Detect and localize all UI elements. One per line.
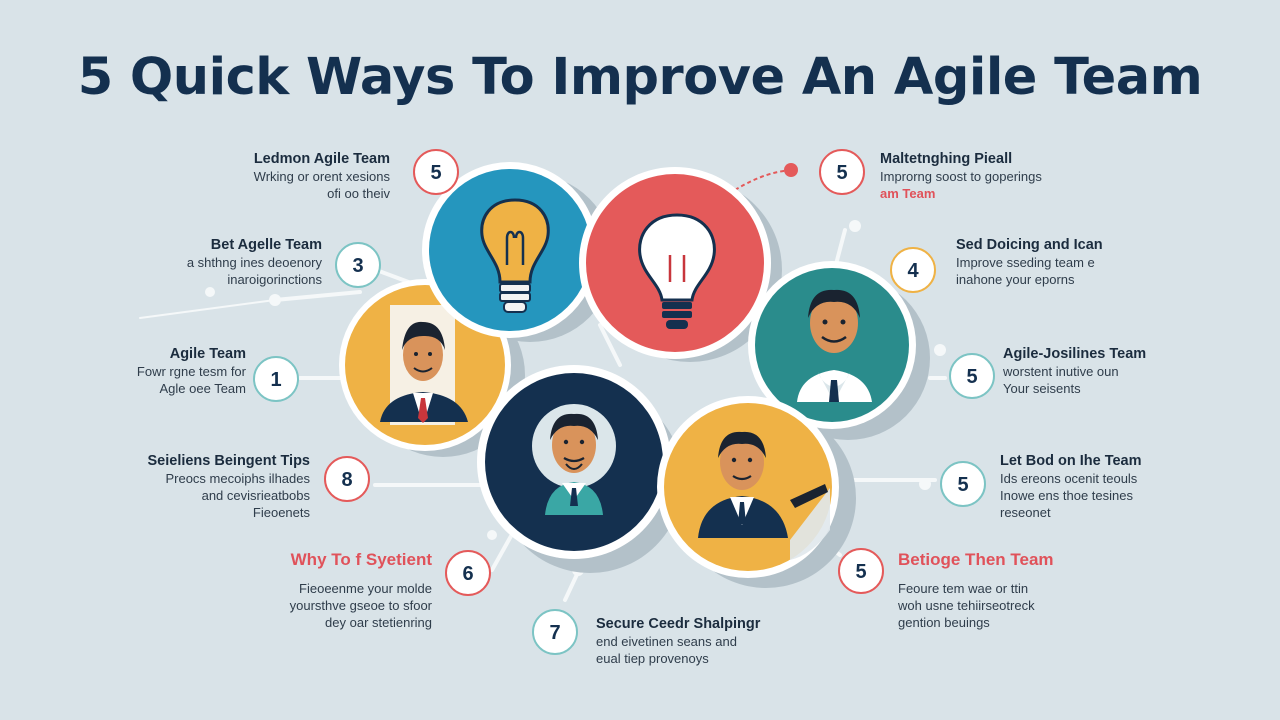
connector-line (273, 290, 362, 302)
block-line: Improrng soost to goperings (880, 169, 1042, 184)
badge: 5 (838, 548, 884, 594)
block-heading: Why To f Syetient (290, 550, 432, 569)
badge-number: 5 (836, 162, 847, 184)
block-heading: Maltetnghing Pieall (880, 151, 1013, 167)
dashed-connector (734, 163, 798, 191)
badge-number: 5 (430, 162, 441, 184)
block-line: Fieoeenme your molde (299, 581, 432, 596)
circle-red-bulb (579, 167, 771, 359)
block-line: Feoure tem wae or ttin (898, 581, 1029, 596)
text-block-left-3: Agile Team Fowr rgne tesm for Agle oee T… (100, 345, 246, 397)
badge-number: 3 (352, 255, 363, 277)
badge-number: 6 (462, 563, 473, 585)
lightbulb-icon (480, 198, 550, 313)
text-block-right-5: Betioge Then Team Feoure tem wae or ttin… (898, 550, 1118, 631)
badge: 3 (335, 242, 381, 288)
block-heading: Seieliens Beingent Tips (147, 453, 310, 469)
badge: 5 (413, 149, 459, 195)
block-line: Preocs mecoiphs ilhades (165, 471, 310, 486)
block-accent-line: am Team (880, 186, 936, 201)
connector-dot (934, 344, 946, 356)
block-line: worstent inutive oun (1003, 364, 1119, 379)
text-block-top-right: Maltetnghing Pieall Improrng soost to go… (880, 150, 1120, 202)
block-line: Agle oee Team (159, 381, 247, 396)
man-icon (797, 289, 872, 402)
text-block-bottom: Secure Ceedr Shalpingr end eivetinen sea… (596, 615, 796, 667)
text-block-right-4: Let Bod on Ihe Team Ids ereons ocenit te… (1000, 452, 1200, 521)
man-icon (698, 431, 788, 538)
text-block-left-5: Why To f Syetient Fieoeenme your molde y… (200, 550, 432, 631)
block-heading: Agile Team (169, 346, 246, 362)
badge-number: 8 (341, 469, 352, 491)
text-block-right-2: Sed Doicing and Ican Improve sseding tea… (956, 236, 1166, 288)
block-line: reseonet (1000, 505, 1051, 520)
man-icon (545, 413, 603, 515)
block-heading: Betioge Then Team (898, 550, 1054, 569)
block-line: and cevisrieatbobs (201, 488, 310, 503)
badge-number: 5 (957, 474, 968, 496)
connector-dots (205, 220, 946, 576)
block-heading: Let Bod on Ihe Team (1000, 453, 1142, 469)
badge: 4 (890, 247, 936, 293)
badge-number: 7 (549, 622, 560, 644)
block-line: Wrking or orent xesions (253, 169, 390, 184)
page-title: 5 Quick Ways To Improve An Agile Team (77, 48, 1203, 107)
text-block-left-4: Seieliens Beingent Tips Preocs mecoiphs … (112, 452, 310, 521)
badge: 1 (253, 356, 299, 402)
circle-blue-bulb (422, 162, 598, 338)
man-icon (380, 321, 468, 425)
text-block-top-left: Ledmon Agile Team Wrking or orent xesion… (180, 150, 390, 202)
badge-number: 5 (966, 366, 977, 388)
block-heading: Agile-Josilines Team (1003, 346, 1147, 362)
badge: 5 (940, 461, 986, 507)
block-heading: Bet Agelle Team (210, 237, 322, 253)
lightbulb-icon (638, 213, 716, 329)
block-heading: Sed Doicing and Ican (956, 237, 1103, 253)
block-line: ofi oo theiv (327, 186, 390, 201)
circle-orange-right (657, 396, 839, 578)
connector-dot (487, 530, 497, 540)
block-line: eual tiep provenoys (596, 651, 709, 666)
block-line: Inowe ens thoe tesines (1000, 488, 1133, 503)
badge-number: 4 (907, 260, 919, 282)
block-heading: Ledmon Agile Team (253, 151, 390, 167)
badge-number: 5 (855, 561, 866, 583)
block-heading: Secure Ceedr Shalpingr (596, 616, 761, 632)
connector-dot (849, 220, 861, 232)
block-line: inaroigorinctions (227, 272, 322, 287)
block-line: inahone your eporns (956, 272, 1075, 287)
block-line: a shthng ines deoenory (186, 255, 322, 270)
block-line: yoursthve gseoe to sfoor (289, 598, 432, 613)
block-line: gention beuings (898, 615, 990, 630)
text-block-left-2: Bet Agelle Team a shthng ines deoenory i… (140, 236, 322, 288)
block-line: end eivetinen seans and (596, 634, 737, 649)
connector-line (139, 299, 276, 319)
badge: 6 (445, 550, 491, 596)
block-line: dey oar stetienring (325, 615, 432, 630)
block-line: Your seisents (1003, 381, 1081, 396)
badge-number: 1 (270, 369, 281, 391)
connector-dot (205, 287, 215, 297)
block-line: Ids ereons ocenit teouls (1000, 471, 1138, 486)
circle-navy-center (477, 365, 671, 559)
badge: 5 (819, 149, 865, 195)
badge: 7 (532, 609, 578, 655)
badge: 8 (324, 456, 370, 502)
badge: 5 (949, 353, 995, 399)
connector-line (598, 323, 622, 367)
connector-dot (269, 294, 281, 306)
circle-teal-right (748, 261, 916, 429)
block-line: woh usne tehiirseotreck (898, 598, 1035, 613)
text-block-right-3: Agile-Josilines Team worstent inutive ou… (1003, 345, 1183, 397)
number-badges: 5 5 3 4 1 5 8 5 6 5 7 (253, 149, 995, 655)
connector-dot (919, 478, 931, 490)
block-line: Fowr rgne tesm for (136, 364, 246, 379)
block-line: Fieoenets (252, 505, 310, 520)
block-line: Improve sseding team e (956, 255, 1095, 270)
